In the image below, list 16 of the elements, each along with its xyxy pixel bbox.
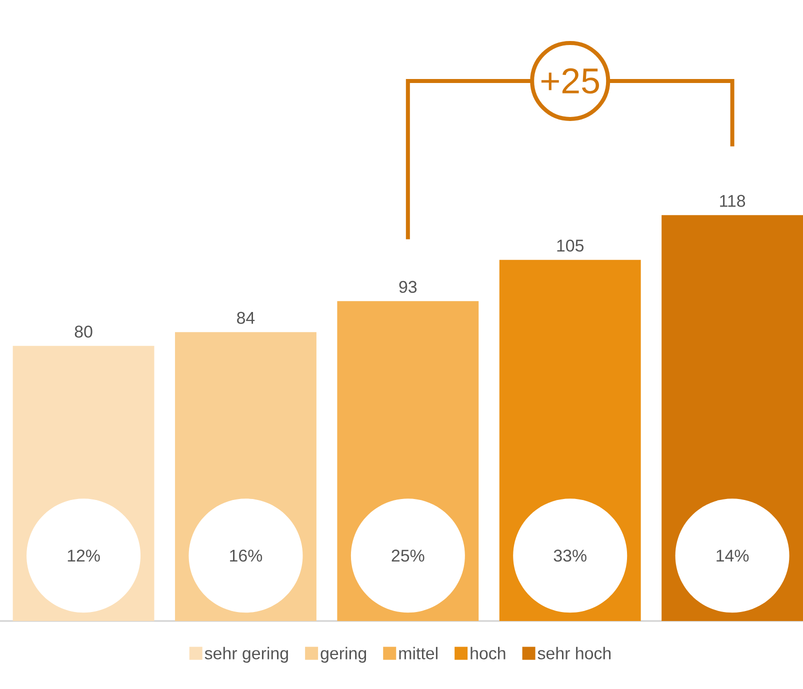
legend-label: mittel	[399, 646, 438, 660]
annotation: 14%	[716, 550, 749, 562]
data-label: 105	[557, 240, 584, 252]
data-label: 84	[237, 312, 255, 324]
annotation: 33%	[554, 550, 586, 562]
annotation: 25%	[392, 550, 424, 562]
legend-label: sehr hoch	[538, 646, 611, 660]
annotation: 16%	[230, 550, 262, 562]
annotation: 12%	[68, 550, 100, 562]
legend-label: sehr gering	[204, 646, 288, 663]
text: +25	[541, 68, 600, 94]
legend-label: gering	[320, 646, 366, 663]
data-label: 80	[74, 326, 92, 338]
data-label: 118	[720, 194, 746, 207]
data-label: 93	[399, 280, 417, 293]
legend-label: hoch	[470, 646, 506, 660]
